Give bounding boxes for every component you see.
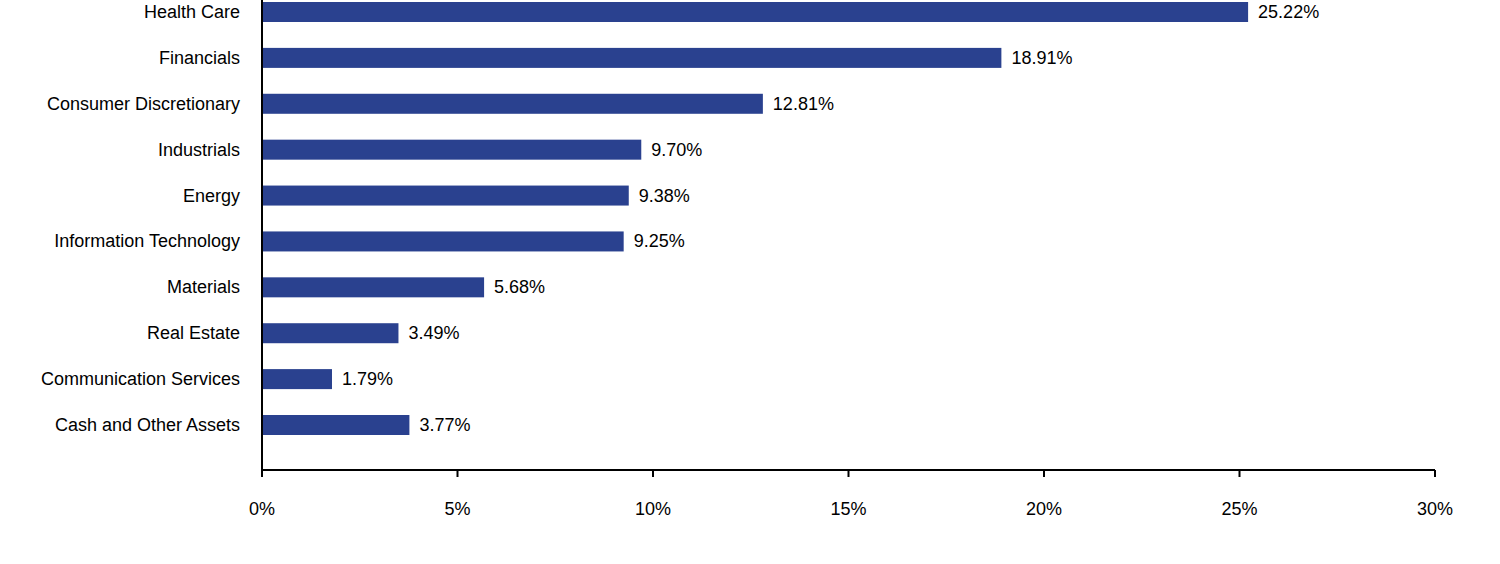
data-label: 9.70%	[651, 140, 702, 160]
bar	[262, 48, 1001, 68]
x-tick-label: 20%	[1026, 499, 1062, 519]
x-tick	[652, 470, 654, 477]
x-tick	[1239, 470, 1241, 477]
category-label: Energy	[183, 186, 240, 206]
x-tick	[261, 470, 263, 477]
category-label: Health Care	[144, 2, 240, 22]
data-label: 25.22%	[1258, 2, 1319, 22]
x-tick-label: 15%	[830, 499, 866, 519]
x-tick-label: 25%	[1221, 499, 1257, 519]
x-tick	[1043, 470, 1045, 477]
data-label: 5.68%	[494, 277, 545, 297]
bar	[262, 94, 763, 114]
x-tick	[848, 470, 850, 477]
category-label: Materials	[167, 277, 240, 297]
category-label: Financials	[159, 48, 240, 68]
category-label: Industrials	[158, 140, 240, 160]
data-label: 3.77%	[419, 415, 470, 435]
bar	[262, 186, 629, 206]
data-label: 18.91%	[1011, 48, 1072, 68]
category-label: Real Estate	[147, 323, 240, 343]
category-label: Information Technology	[54, 231, 240, 251]
category-label: Consumer Discretionary	[47, 94, 240, 114]
bars	[262, 2, 1248, 435]
data-label: 3.49%	[408, 323, 459, 343]
x-tick	[457, 470, 459, 477]
x-tick	[1434, 470, 1436, 477]
x-tick-label: 30%	[1417, 499, 1453, 519]
bar	[262, 231, 624, 251]
x-tick-label: 10%	[635, 499, 671, 519]
chart-svg: 0% 5% 10% 15% 20% 25% 30% Health Care Financials…	[0, 0, 1500, 564]
category-label: Cash and Other Assets	[55, 415, 240, 435]
bar	[262, 415, 409, 435]
category-label: Communication Services	[41, 369, 240, 389]
bar	[262, 323, 398, 343]
bar	[262, 2, 1248, 22]
x-tick-label: 5%	[444, 499, 470, 519]
data-label: 9.38%	[639, 186, 690, 206]
data-label: 12.81%	[773, 94, 834, 114]
data-label: 1.79%	[342, 369, 393, 389]
x-tick-label: 0%	[249, 499, 275, 519]
bar	[262, 369, 332, 389]
chart-container: 0% 5% 10% 15% 20% 25% 30% Health Care Financials…	[0, 0, 1500, 564]
y-axis-line	[261, 0, 263, 470]
bar	[262, 140, 641, 160]
data-label: 9.25%	[634, 231, 685, 251]
bar	[262, 277, 484, 297]
